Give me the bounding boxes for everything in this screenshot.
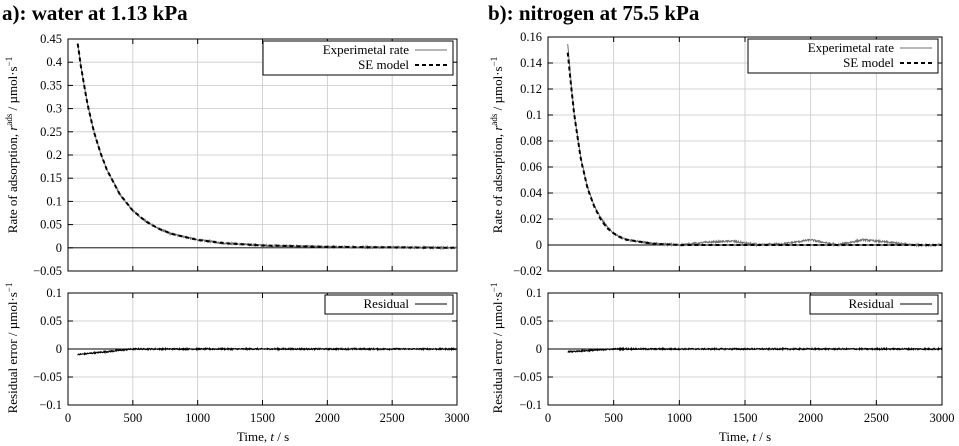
legend-label: Experimetal rate — [808, 40, 894, 55]
legend-label: Experimetal rate — [323, 42, 409, 57]
y-tick-label: 0 — [56, 342, 62, 356]
y-tick-label: 0.02 — [520, 212, 542, 226]
y-tick-label: 0.15 — [40, 171, 62, 185]
legend-label: Residual — [364, 296, 410, 311]
panel-b-bottom-ylabel: Residual error / µmol·s−1 — [489, 283, 505, 414]
x-tick-label: 2500 — [864, 411, 889, 425]
x-tick-label: 3000 — [930, 411, 955, 425]
y-tick-label: −0.02 — [513, 264, 542, 278]
series-line-residual — [77, 346, 457, 356]
plot-b-bottom: −0.1 −0.05 0 0.05 0.1 0 500 1000 1500 2000 2500 300… — [513, 286, 954, 425]
x-tick-label: 500 — [123, 411, 142, 425]
y-tick-label: 0.1 — [46, 194, 62, 208]
y-tick-label: 0.05 — [40, 314, 62, 328]
y-tick-label: 0 — [536, 238, 542, 252]
legend-box — [809, 294, 939, 315]
panel-b-xlabel: Time, t / s — [719, 429, 771, 444]
y-tick-label: 0.12 — [520, 82, 542, 96]
series-line-experimetal-rate — [567, 44, 942, 248]
legend-label: SE model — [843, 55, 894, 70]
x-tick-label: 2000 — [798, 411, 823, 425]
legend-label: SE model — [358, 57, 409, 72]
y-tick-label: 0.05 — [520, 314, 542, 328]
legend: Residual — [809, 294, 939, 315]
x-tick-label: 0 — [545, 411, 551, 425]
y-tick-label: −0.05 — [33, 264, 62, 278]
y-tick-label: 0.2 — [46, 148, 62, 162]
y-tick-label: −0.05 — [513, 370, 542, 384]
series-line-residual — [567, 346, 942, 354]
y-tick-label: 0.16 — [520, 30, 542, 44]
x-tick-label: 2500 — [380, 411, 405, 425]
y-tick-label: 0.3 — [46, 102, 62, 116]
x-tick-label: 1000 — [185, 411, 210, 425]
y-tick-label: 0.06 — [520, 160, 542, 174]
panel-a-bottom-ylabel: Residual error / µmol·s−1 — [4, 283, 20, 414]
legend-box — [324, 294, 454, 315]
y-tick-label: 0.04 — [520, 186, 543, 200]
x-tick-label: 0 — [65, 411, 71, 425]
y-tick-label: 0.4 — [46, 55, 62, 69]
y-tick-label: −0.1 — [519, 398, 542, 412]
y-tick-label: 0.14 — [520, 56, 543, 70]
x-tick-label: 2000 — [315, 411, 340, 425]
x-tick-label: 3000 — [445, 411, 470, 425]
x-tick-label: 1500 — [733, 411, 758, 425]
x-tick-label: 1000 — [667, 411, 692, 425]
plot-a-bottom: −0.1 −0.05 0 0.05 0.1 0 500 1000 1500 2000 2500 300… — [33, 286, 469, 425]
plots-layer: −0.05 0 0.05 0.1 0.15 0.2 0.25 0.3 0.35 0.4 0.45 Ex… — [33, 30, 954, 425]
plot-b-top: −0.02 0 0.02 0.04 0.06 0.08 0.1 0.12 0.14 0.16 Exp… — [513, 30, 943, 278]
x-tick-label: 500 — [604, 411, 623, 425]
y-tick-label: 0.25 — [40, 125, 62, 139]
y-tick-label: −0.05 — [33, 370, 62, 384]
y-tick-label: 0.45 — [40, 32, 62, 46]
y-tick-label: 0.1 — [526, 286, 542, 300]
y-tick-label: 0.05 — [40, 218, 62, 232]
y-tick-label: 0 — [536, 342, 542, 356]
plot-a-top: −0.05 0 0.05 0.1 0.15 0.2 0.25 0.3 0.35 0.4 0.45 Ex… — [33, 32, 458, 278]
y-tick-label: −0.1 — [39, 398, 62, 412]
panel-a-top-ylabel: Rate of adsorption, rads / µmol·s−1 — [4, 57, 20, 233]
panel-b-title: b): nitrogen at 75.5 kPa — [488, 1, 700, 25]
legend-box — [747, 38, 939, 74]
legend-label: Residual — [849, 296, 895, 311]
panel-a-title: a): water at 1.13 kPa — [2, 1, 188, 25]
x-tick-label: 1500 — [250, 411, 275, 425]
y-tick-label: 0.08 — [520, 134, 542, 148]
y-tick-label: 0.35 — [40, 78, 62, 92]
y-tick-label: 0.1 — [526, 108, 542, 122]
legend: Residual — [324, 294, 454, 315]
panel-b-top-ylabel: Rate of adsorption, rads / µmol·s−1 — [489, 57, 505, 233]
y-tick-label: 0 — [56, 241, 62, 255]
y-tick-label: 0.1 — [46, 286, 62, 300]
legend-box — [262, 40, 454, 76]
panel-a-xlabel: Time, t / s — [237, 429, 289, 444]
series-line-se-model — [566, 52, 942, 246]
